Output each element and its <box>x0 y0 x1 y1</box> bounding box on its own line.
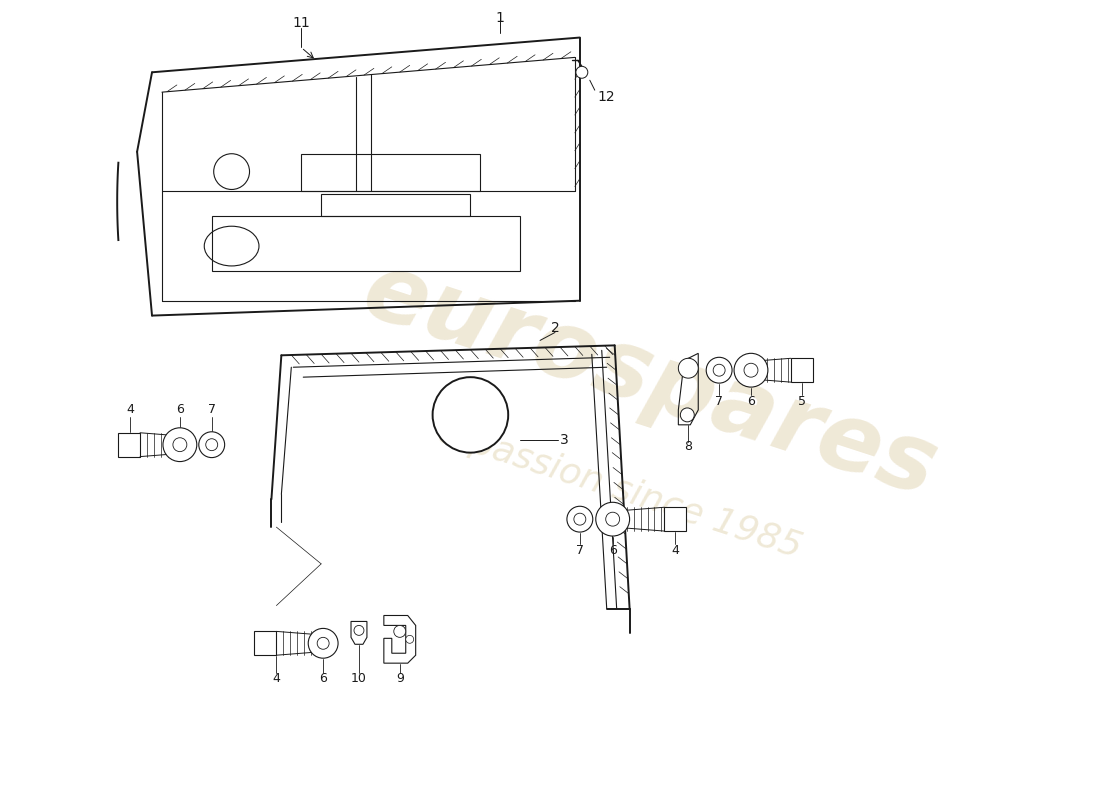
Text: 6: 6 <box>747 395 755 409</box>
Text: 6: 6 <box>608 545 617 558</box>
Circle shape <box>308 629 338 658</box>
Text: a passion since 1985: a passion since 1985 <box>433 414 805 564</box>
Circle shape <box>173 438 187 452</box>
Circle shape <box>163 428 197 462</box>
Circle shape <box>706 358 733 383</box>
Text: 1: 1 <box>496 10 505 25</box>
Text: 4: 4 <box>273 671 280 685</box>
Text: 7: 7 <box>575 545 584 558</box>
Circle shape <box>213 154 250 190</box>
Circle shape <box>713 364 725 376</box>
Bar <box>664 507 686 531</box>
Circle shape <box>680 408 694 422</box>
Text: 6: 6 <box>176 403 184 417</box>
Circle shape <box>734 354 768 387</box>
Bar <box>118 433 140 457</box>
Circle shape <box>394 626 406 638</box>
Text: 5: 5 <box>798 395 805 409</box>
Text: 4: 4 <box>126 403 134 417</box>
Circle shape <box>679 358 699 378</box>
Circle shape <box>744 363 758 377</box>
Circle shape <box>354 626 364 635</box>
Circle shape <box>199 432 224 458</box>
Circle shape <box>566 506 593 532</box>
Circle shape <box>317 638 329 650</box>
Circle shape <box>576 66 587 78</box>
Text: 7: 7 <box>208 403 216 417</box>
Circle shape <box>206 438 218 450</box>
Bar <box>791 358 813 382</box>
Circle shape <box>606 512 619 526</box>
Bar <box>211 216 520 271</box>
Text: 4: 4 <box>671 545 680 558</box>
Text: 3: 3 <box>560 433 569 446</box>
Bar <box>321 194 471 216</box>
Bar <box>254 631 276 655</box>
Circle shape <box>574 514 586 525</box>
Text: n: n <box>465 407 475 422</box>
Text: 12: 12 <box>597 90 615 104</box>
Text: 6: 6 <box>319 671 327 685</box>
Text: eurospares: eurospares <box>351 244 948 516</box>
Text: 9: 9 <box>396 671 404 685</box>
Text: 7: 7 <box>715 395 723 409</box>
Bar <box>301 154 481 191</box>
Text: 8: 8 <box>684 440 692 453</box>
Text: 11: 11 <box>293 16 310 30</box>
Text: 10: 10 <box>351 671 367 685</box>
Circle shape <box>406 635 414 643</box>
Text: 2: 2 <box>551 322 559 335</box>
Circle shape <box>596 502 629 536</box>
Circle shape <box>432 377 508 453</box>
